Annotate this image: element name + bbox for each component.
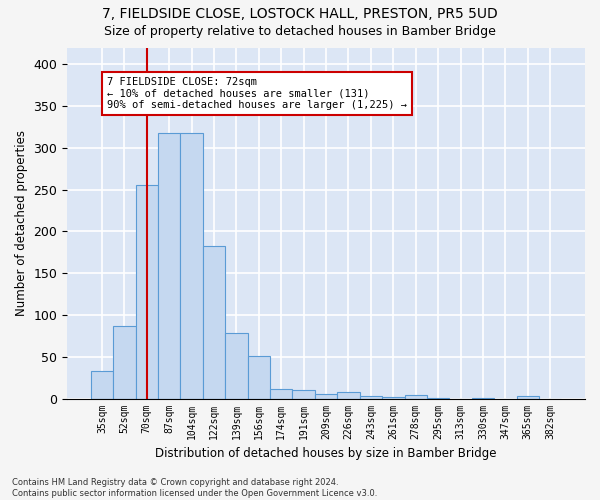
Y-axis label: Number of detached properties: Number of detached properties bbox=[15, 130, 28, 316]
Bar bbox=[315, 394, 337, 398]
Text: Size of property relative to detached houses in Bamber Bridge: Size of property relative to detached ho… bbox=[104, 25, 496, 38]
Bar bbox=[225, 332, 248, 398]
Bar bbox=[382, 397, 404, 398]
Bar bbox=[113, 326, 136, 398]
X-axis label: Distribution of detached houses by size in Bamber Bridge: Distribution of detached houses by size … bbox=[155, 447, 497, 460]
Bar bbox=[248, 356, 270, 399]
Bar bbox=[181, 133, 203, 398]
Bar bbox=[91, 371, 113, 398]
Bar bbox=[337, 392, 360, 398]
Bar bbox=[158, 133, 181, 398]
Bar bbox=[404, 395, 427, 398]
Bar bbox=[136, 184, 158, 398]
Bar bbox=[292, 390, 315, 398]
Text: 7 FIELDSIDE CLOSE: 72sqm
← 10% of detached houses are smaller (131)
90% of semi-: 7 FIELDSIDE CLOSE: 72sqm ← 10% of detach… bbox=[107, 77, 407, 110]
Bar bbox=[203, 246, 225, 398]
Bar bbox=[517, 396, 539, 398]
Bar bbox=[360, 396, 382, 398]
Bar bbox=[270, 388, 292, 398]
Text: Contains HM Land Registry data © Crown copyright and database right 2024.
Contai: Contains HM Land Registry data © Crown c… bbox=[12, 478, 377, 498]
Text: 7, FIELDSIDE CLOSE, LOSTOCK HALL, PRESTON, PR5 5UD: 7, FIELDSIDE CLOSE, LOSTOCK HALL, PRESTO… bbox=[102, 8, 498, 22]
